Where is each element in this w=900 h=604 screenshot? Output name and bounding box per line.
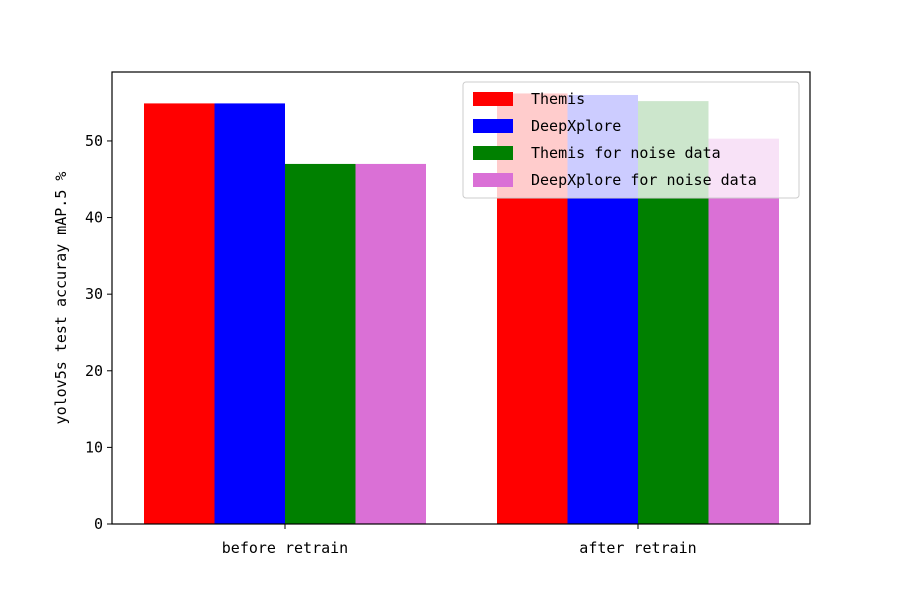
bar-deepxplore-for-noise-data-before-retrain: [355, 163, 426, 525]
bars-layer: [144, 93, 779, 525]
y-tick-label-40: 40: [85, 209, 103, 227]
legend-box: [462, 81, 800, 199]
y-tick-label-20: 20: [85, 362, 103, 380]
y-tick-label-0: 0: [94, 515, 103, 533]
legend-label-themis: Themis: [531, 90, 585, 108]
legend: Themis DeepXplore Themis for noise data Dee…: [462, 81, 800, 199]
axes-layer: 0 10 20 30 40 50 before retrain after retrain: [85, 71, 811, 557]
legend-swatch-deepxplore: [473, 119, 513, 133]
plot-frame: [111, 71, 811, 525]
legend-label-deepxplore-for-noise-data: DeepXplore for noise data: [531, 171, 757, 189]
legend-swatch-deepxplore-for-noise-data: [473, 173, 513, 187]
bar-themis-before-retrain: [144, 103, 215, 525]
y-tick-label-50: 50: [85, 132, 103, 150]
x-tick-label-before-retrain: before retrain: [222, 539, 348, 557]
bar-themis-for-noise-data-before-retrain: [285, 163, 356, 525]
bar-deepxplore-for-noise-data-after-retrain: [708, 138, 779, 524]
y-tick-label-30: 30: [85, 285, 103, 303]
y-tick-label-10: 10: [85, 438, 103, 456]
legend-label-deepxplore: DeepXplore: [531, 117, 621, 135]
bar-deepxplore-before-retrain: [214, 103, 285, 525]
y-axis-label: yolov5s test accuray mAP.5 %: [52, 172, 70, 425]
legend-swatch-themis: [473, 92, 513, 106]
legend-swatch-themis-for-noise-data: [473, 146, 513, 160]
legend-label-themis-for-noise-data: Themis for noise data: [531, 144, 721, 162]
x-tick-label-after-retrain: after retrain: [579, 539, 696, 557]
